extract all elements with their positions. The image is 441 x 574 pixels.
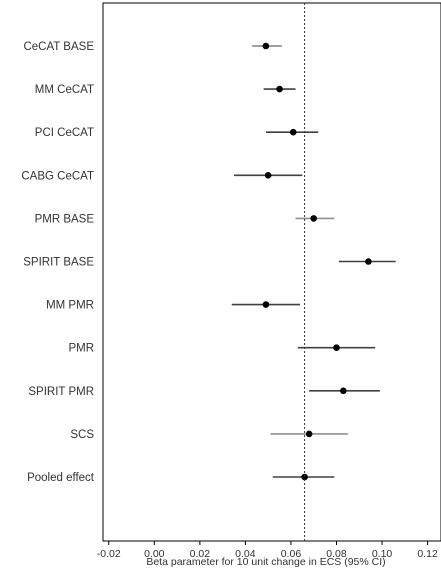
x-tick-label: 0.04 [235,548,256,560]
point-estimate [333,344,340,352]
forest-row: SPIRIT BASE [23,257,396,269]
forest-row: PMR BASE [35,213,335,225]
rows-layer: CeCAT BASE MM CeCAT PCI CeCAT CABG CeCAT PMR… [21,41,396,484]
plot-frame [102,2,441,542]
point-estimate [264,172,272,179]
forest-row: CeCAT BASE [23,41,282,53]
forest-row: Pooled effect [27,472,335,484]
x-tick-label: -0.02 [97,548,121,560]
row-label: CeCAT BASE [23,41,94,53]
forest-row: PCI CeCAT [35,127,319,139]
point-estimate [276,85,283,93]
point-estimate [365,258,372,265]
x-axis: -0.02 0.00 0.02 0.04 0.06 0.08 0.10 0.12 [97,541,438,560]
point-estimate [305,430,313,438]
row-label: PMR [68,343,94,355]
x-tick-label: 0.06 [281,548,302,560]
x-tick-label: 0.00 [144,548,165,560]
point-estimate [310,215,318,222]
point-estimate [262,301,270,308]
point-estimate [262,42,270,50]
row-label: MM PMR [46,300,94,312]
row-label: PMR BASE [35,213,95,225]
row-label: CABG CeCAT [21,170,94,182]
x-tick-label: 0.02 [190,548,211,560]
x-tick-label: 0.08 [326,548,347,560]
row-label: MM CeCAT [35,84,94,96]
x-tick-label: 0.12 [417,548,438,560]
forest-row: SCS [70,429,348,441]
row-label: Pooled effect [27,472,95,484]
forest-row: SPIRIT PMR [28,386,380,398]
row-label: SCS [70,429,94,441]
forest-row: MM PMR [46,300,301,312]
x-axis-title: Beta parameter for 10 unit change in ECS… [146,556,385,568]
point-estimate [340,387,347,395]
forest-row: PMR [68,343,376,355]
row-label: SPIRIT PMR [28,386,94,398]
forest-row: MM CeCAT [35,84,296,96]
x-tick-label: 0.10 [372,548,393,560]
row-label: SPIRIT BASE [23,257,94,269]
point-estimate [289,128,297,136]
forest-row: CABG CeCAT [21,170,303,182]
row-label: PCI CeCAT [35,127,94,139]
